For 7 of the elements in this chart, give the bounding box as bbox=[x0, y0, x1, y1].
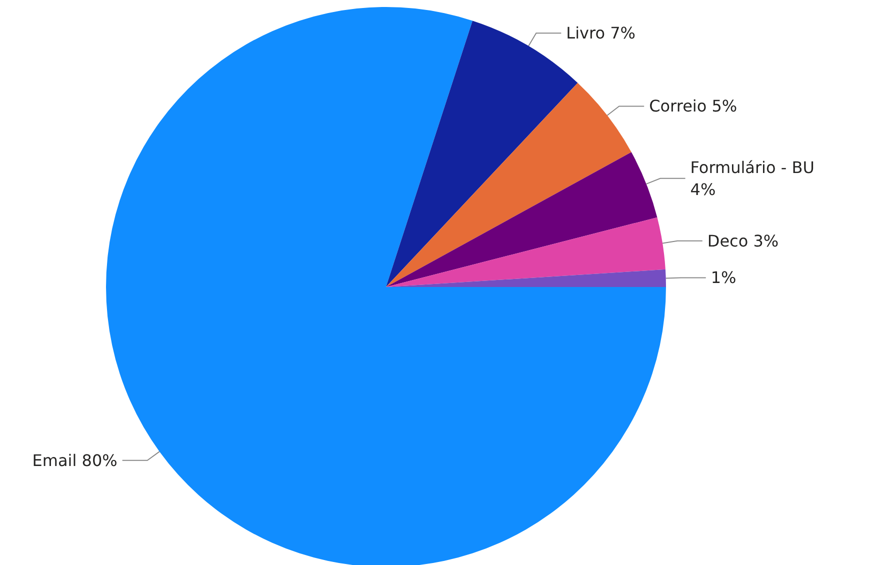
slice-label: Livro 7% bbox=[566, 24, 636, 43]
slice-label: Email 80% bbox=[32, 450, 118, 470]
slice-label: Deco 3% bbox=[707, 231, 779, 250]
data-label: 1% bbox=[710, 268, 736, 288]
data-label: 4% bbox=[690, 180, 716, 199]
slice-label: Formulário - BU bbox=[690, 158, 814, 177]
slice-label: Correio 5% bbox=[649, 96, 738, 116]
